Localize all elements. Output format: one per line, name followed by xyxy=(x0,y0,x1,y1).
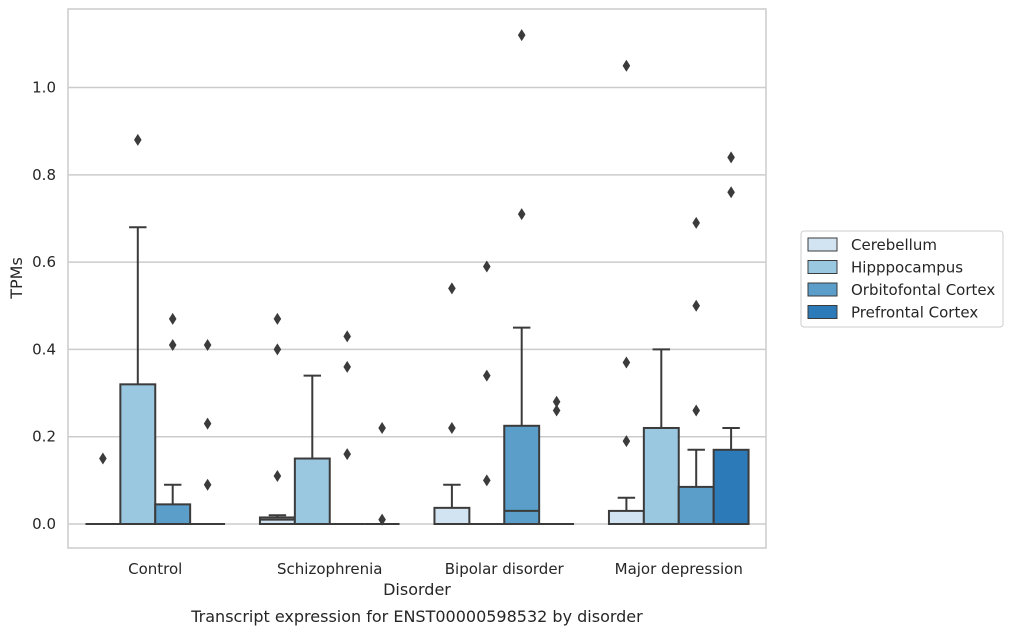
y-tick-label: 0.8 xyxy=(32,166,56,184)
outlier-point xyxy=(692,299,700,312)
box-major-depression xyxy=(677,216,715,525)
outlier-point xyxy=(203,478,212,491)
box-control xyxy=(190,339,226,525)
outlier-point xyxy=(552,395,561,408)
box-body xyxy=(607,509,645,525)
legend-label: Cerebellum xyxy=(851,236,937,254)
y-tick-label: 1.0 xyxy=(32,79,56,97)
outlier-point xyxy=(692,404,700,417)
series-hipppocampus xyxy=(119,133,680,525)
legend: Cerebellum Hipppocampus Orbitofontal Corte… xyxy=(800,230,1004,328)
outlier-point xyxy=(448,282,456,295)
box-major-depression xyxy=(712,151,750,525)
box-control xyxy=(119,133,157,525)
y-tick-label: 0.4 xyxy=(32,340,56,358)
box-body xyxy=(677,485,715,525)
x-axis-label: Disorder xyxy=(383,580,451,599)
legend-label: Prefrontal Cortex xyxy=(851,304,978,322)
x-tick-labels: Control Schizophrenia Bipolar disorder Majo… xyxy=(128,560,743,578)
box-body xyxy=(712,448,750,525)
outlier-point xyxy=(552,404,561,417)
y-tick-label: 0.6 xyxy=(32,253,56,271)
series-prefrontal-cortex xyxy=(190,151,750,526)
legend-swatch xyxy=(807,282,838,297)
outlier-point xyxy=(448,421,456,434)
outlier-point xyxy=(727,186,735,199)
box-body xyxy=(642,426,680,525)
legend-frame xyxy=(800,230,1004,328)
outlier-point xyxy=(622,59,631,72)
outlier-point xyxy=(273,343,282,356)
outlier-point xyxy=(622,435,631,448)
outlier-point xyxy=(343,330,351,343)
x-tick-label: Control xyxy=(128,560,182,578)
outlier-point xyxy=(517,208,526,221)
outlier-point xyxy=(483,474,491,487)
y-tick-labels: 0.0 0.2 0.4 0.6 0.8 1.0 xyxy=(32,79,56,533)
box-bipolar-disorder xyxy=(433,282,471,525)
box-body xyxy=(258,516,296,525)
x-tick-label: Major depression xyxy=(615,560,743,578)
y-tick-label: 0.0 xyxy=(32,515,56,533)
box-major-depression xyxy=(607,59,645,525)
outlier-point xyxy=(99,452,107,465)
outlier-point xyxy=(483,260,491,273)
box-body xyxy=(154,503,192,525)
box-schizophrenia xyxy=(329,330,365,525)
outlier-point xyxy=(203,417,212,430)
box-schizophrenia xyxy=(364,421,400,526)
box-body xyxy=(433,506,471,525)
outlier-point xyxy=(378,421,386,434)
outlier-point xyxy=(692,216,700,229)
box-plot-series xyxy=(85,29,750,526)
y-tick-label: 0.2 xyxy=(32,428,56,446)
box-body xyxy=(293,457,331,525)
outlier-point xyxy=(168,312,177,325)
legend-swatch xyxy=(807,237,838,252)
box-schizophrenia xyxy=(258,312,296,525)
outlier-point xyxy=(517,29,526,42)
box-control xyxy=(85,452,121,525)
box-bipolar-disorder xyxy=(469,260,505,525)
y-axis-label: TPMs xyxy=(7,257,26,300)
box-body xyxy=(503,424,541,525)
series-cerebellum xyxy=(85,59,645,525)
box-bipolar-disorder xyxy=(539,395,575,525)
box-bipolar-disorder xyxy=(503,29,541,525)
outlier-point xyxy=(622,356,631,369)
outlier-point xyxy=(203,339,212,352)
outlier-point xyxy=(273,312,282,325)
outlier-point xyxy=(483,369,491,382)
plot-frame xyxy=(67,8,767,549)
legend-label: Hipppocampus xyxy=(851,259,963,277)
outlier-point xyxy=(343,448,351,461)
box-major-depression xyxy=(642,348,680,525)
outlier-point xyxy=(343,360,351,373)
chart-caption: Transcript expression for ENST0000059853… xyxy=(190,607,643,626)
box-control xyxy=(154,312,192,525)
outlier-point xyxy=(273,469,282,482)
box-schizophrenia xyxy=(293,374,331,525)
x-tick-label: Schizophrenia xyxy=(277,560,382,578)
outlier-point xyxy=(727,151,735,164)
outlier-point xyxy=(378,513,386,526)
series-orbitofontal-cortex xyxy=(154,29,715,525)
legend-swatch xyxy=(807,305,838,319)
outlier-point xyxy=(168,339,177,352)
legend-label: Orbitofontal Cortex xyxy=(851,281,995,299)
outlier-point xyxy=(134,133,142,146)
x-tick-label: Bipolar disorder xyxy=(445,560,565,578)
legend-swatch xyxy=(807,260,838,274)
box-body xyxy=(119,383,157,525)
